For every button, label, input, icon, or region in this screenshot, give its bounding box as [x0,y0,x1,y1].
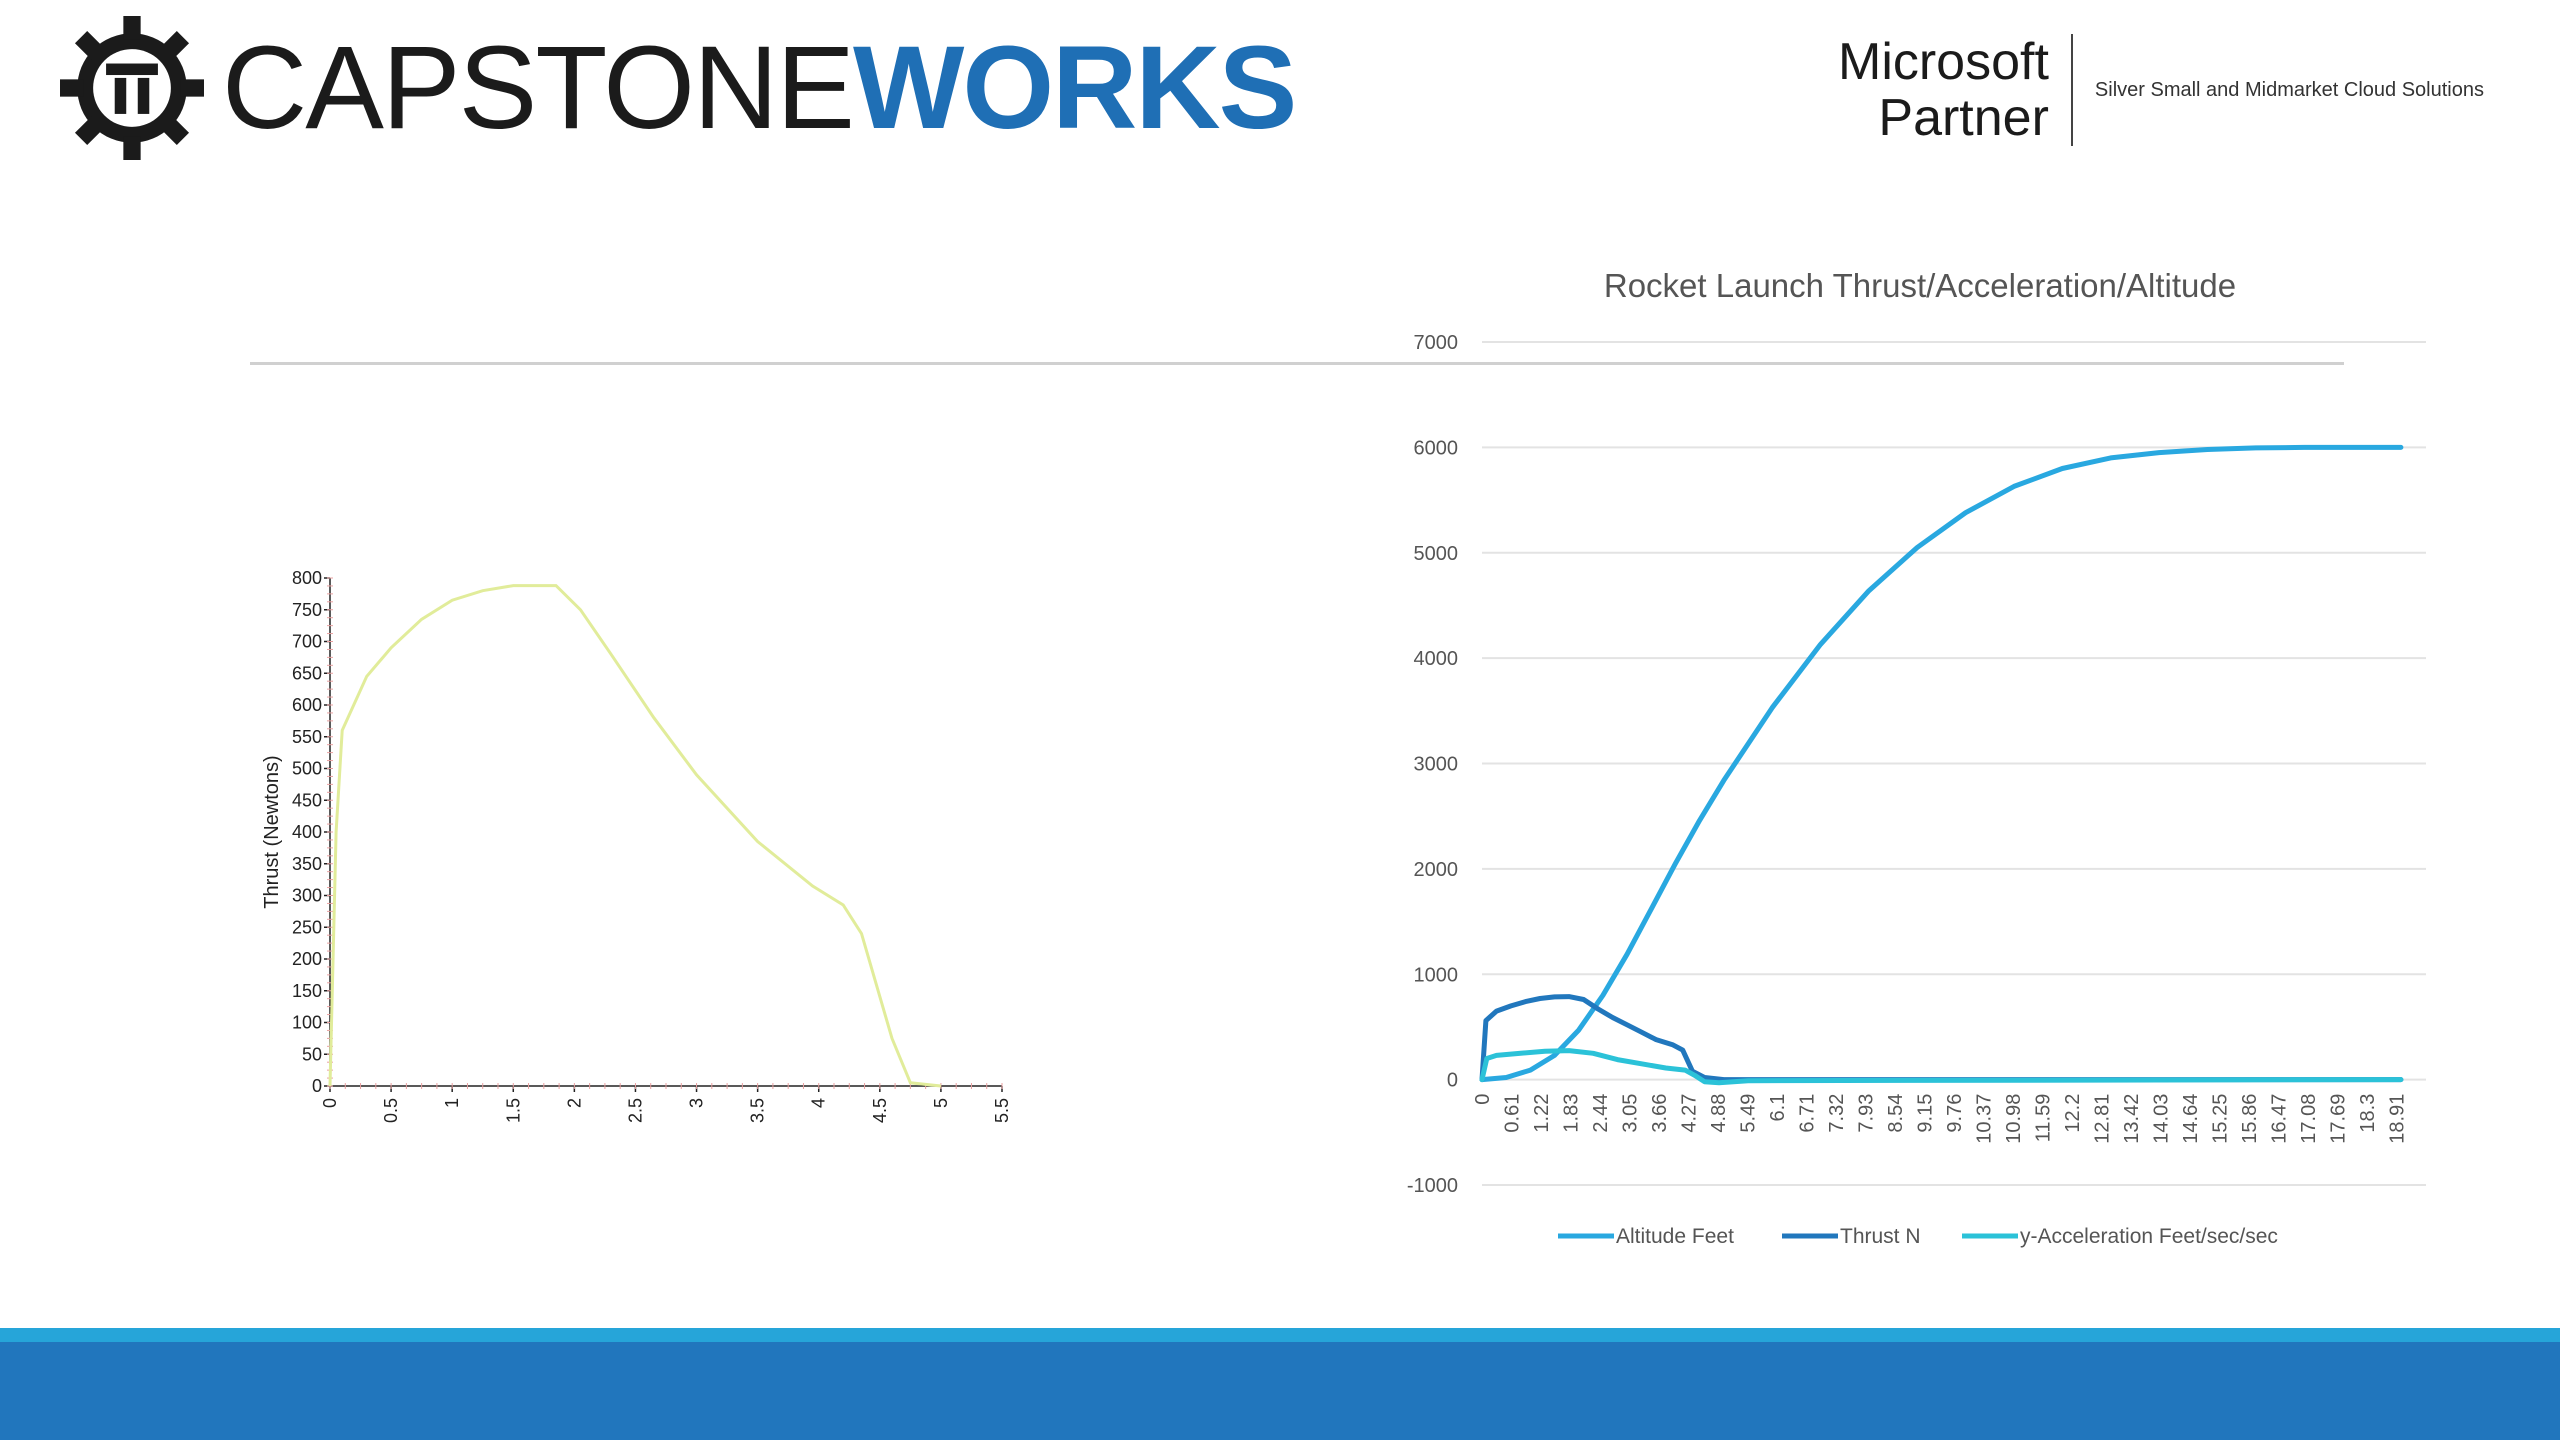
thrust-series-line [328,584,942,1088]
x-tick-label: 14.03 [2151,1094,2173,1144]
series-line-3 [1479,1048,2404,1086]
x-tick-label: 0.5 [381,1098,401,1123]
partner-line-1: Microsoft [1838,33,2049,91]
x-tick-label: 5.5 [992,1098,1012,1123]
y-tick-label: 750 [292,600,322,620]
y-tick-label: 200 [292,949,322,969]
x-tick-label: 9.76 [1944,1094,1966,1133]
header-divider [250,362,2344,365]
legend-label: y-Acceleration Feet/sec/sec [2020,1225,2278,1248]
x-tick-label: 1.83 [1561,1094,1583,1133]
x-tick-label: 1.22 [1531,1094,1553,1133]
x-tick-label: 16.47 [2269,1094,2291,1144]
y-tick-label: 800 [292,568,322,588]
x-tick-label: 2.44 [1590,1094,1612,1133]
x-tick-label: 10.37 [1974,1094,1996,1144]
x-tick-label: 6.71 [1797,1094,1819,1133]
x-tick-label: 0.61 [1502,1094,1524,1133]
partner-tagline: Silver Small and Midmarket Cloud Solutio… [2094,78,2484,101]
x-tick-label: 1 [442,1098,462,1108]
y-tick-label: 550 [292,727,322,747]
x-tick-label: 11.59 [2033,1094,2055,1143]
partner-line-2: Partner [1878,89,2049,147]
x-tick-label: 17.08 [2298,1094,2320,1144]
y-tick-label: 150 [292,981,322,1001]
y-tick-label: 100 [292,1013,322,1033]
y-tick-label: 6000 [1414,437,1459,459]
x-tick-label: 0 [320,1098,340,1108]
x-tick-label: 8.54 [1885,1094,1907,1133]
x-tick-label: 15.86 [2239,1094,2261,1144]
x-tick-label: 1.5 [503,1098,523,1123]
x-tick-label: 6.1 [1767,1094,1789,1122]
y-tick-label: 0 [1447,1070,1458,1092]
x-tick-label: 15.25 [2210,1094,2232,1144]
y-tick-label: 5000 [1414,543,1459,565]
x-tick-label: 2 [564,1098,584,1108]
series-line-2 [1479,994,2404,1083]
y-tick-label: -1000 [1407,1175,1458,1197]
y-tick-label: 700 [292,632,322,652]
y-tick-label: 7000 [1414,332,1459,354]
logo-text-works: WORKS [852,22,1297,154]
logo-text-capstone: CAPSTONE [222,22,855,154]
y-tick-label: 400 [292,822,322,842]
x-tick-label: 3.66 [1649,1094,1671,1133]
chart-title: Rocket Launch Thrust/Acceleration/Altitu… [1604,267,2236,304]
x-tick-label: 12.81 [2092,1094,2114,1144]
x-tick-label: 18.3 [2357,1094,2379,1133]
y-tick-label: 2000 [1414,859,1459,881]
y-tick-label: 300 [292,886,322,906]
x-tick-label: 9.15 [1915,1094,1937,1133]
rocket-launch-chart: Rocket Launch Thrust/Acceleration/Altitu… [1407,267,2426,1248]
x-tick-label: 7.93 [1856,1094,1878,1133]
y-tick-label: 0 [312,1076,322,1096]
y-tick-label: 250 [292,917,322,937]
y-tick-label: 1000 [1414,964,1459,986]
x-tick-label: 5 [931,1098,951,1108]
legend-label: Thrust N [1840,1225,1921,1248]
y-tick-label: 500 [292,759,322,779]
y-tick-label: 3000 [1414,754,1459,776]
x-tick-label: 3 [687,1098,707,1108]
gear-logo-icon [60,16,204,160]
footer-bar [0,1342,2560,1440]
thrust-chart: 0501001502002503003504004505005506006507… [261,568,1012,1123]
x-tick-label: 0 [1472,1094,1494,1105]
x-tick-label: 2.5 [625,1098,645,1123]
microsoft-partner-badge: Microsoft Partner Silver Small and Midma… [1838,32,2484,148]
y-tick-label: 450 [292,790,322,810]
y-tick-label: 600 [292,695,322,715]
x-tick-label: 5.49 [1738,1094,1760,1133]
y-tick-label: 650 [292,663,322,683]
x-tick-label: 4 [809,1098,829,1108]
x-tick-label: 13.42 [2121,1094,2143,1144]
y-tick-label: 50 [302,1044,322,1064]
x-tick-label: 3.5 [748,1098,768,1123]
x-tick-label: 7.32 [1826,1094,1848,1133]
x-tick-label: 12.2 [2062,1094,2084,1133]
x-tick-label: 4.27 [1679,1094,1701,1133]
x-tick-label: 14.64 [2180,1094,2202,1144]
capstoneworks-logo: CAPSTONEWORKS [60,16,1297,160]
x-tick-label: 4.88 [1708,1094,1730,1133]
y-tick-label: 350 [292,854,322,874]
x-tick-label: 4.5 [870,1098,890,1123]
series-line-1 [1479,444,2404,1083]
partner-divider [2070,34,2073,146]
x-tick-label: 17.69 [2328,1094,2350,1144]
y-axis-title: Thrust (Newtons) [261,755,283,908]
footer-accent-bar [0,1328,2560,1342]
x-tick-label: 10.98 [2003,1094,2025,1144]
x-tick-label: 3.05 [1620,1094,1642,1133]
x-tick-label: 18.91 [2387,1094,2409,1144]
y-tick-label: 4000 [1414,648,1459,670]
legend-label: Altitude Feet [1616,1225,1734,1248]
